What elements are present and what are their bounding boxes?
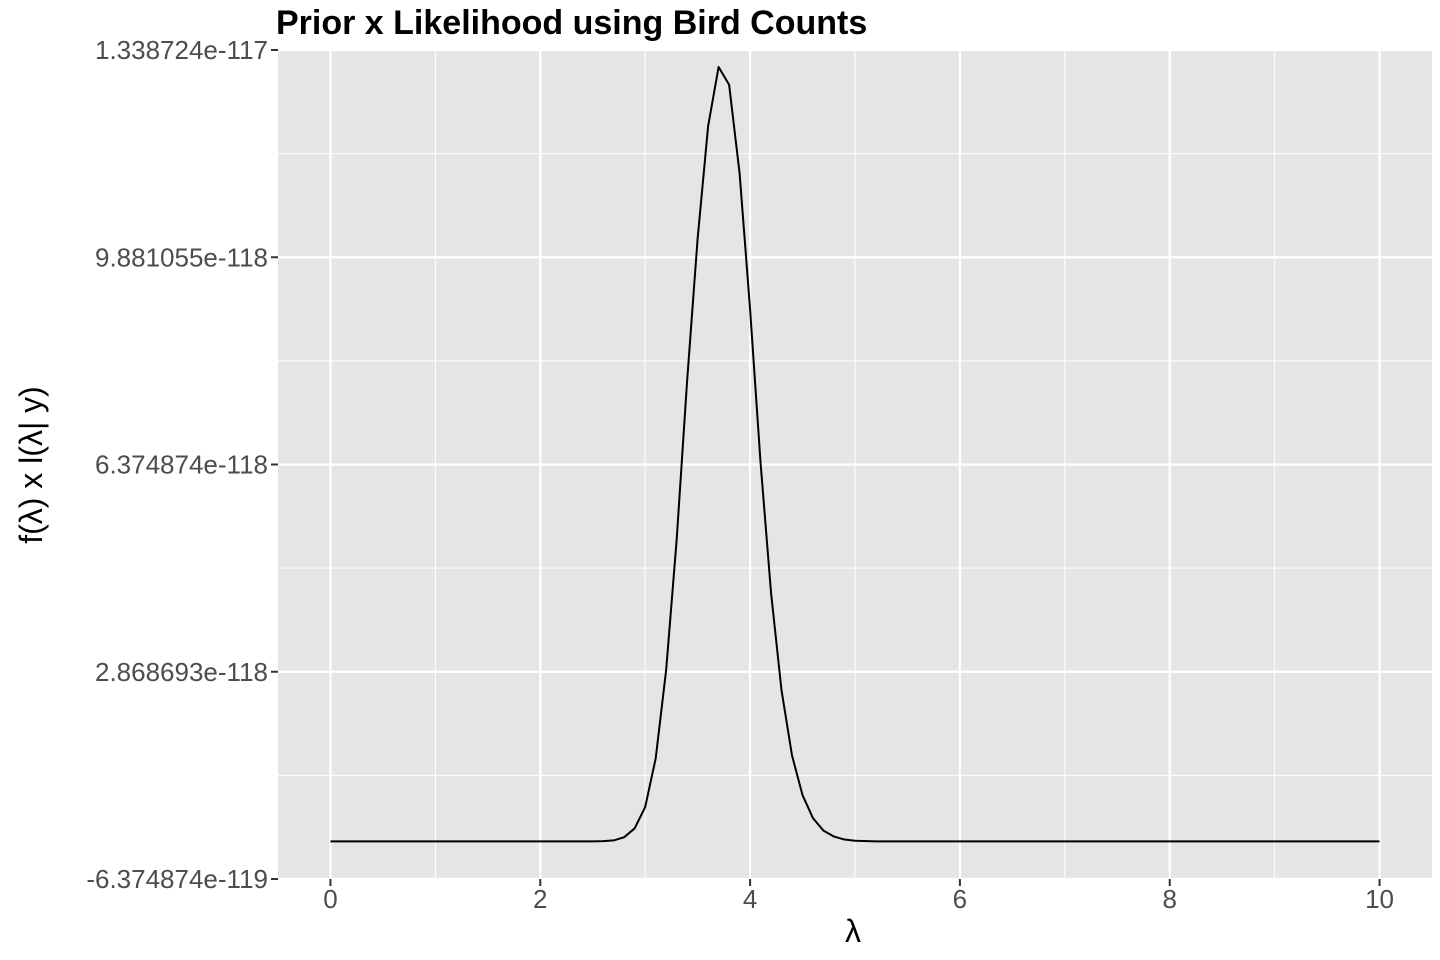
x-axis-title: λ	[845, 913, 861, 949]
x-tick-label: 6	[953, 884, 967, 914]
x-tick-label: 10	[1365, 884, 1394, 914]
y-tick-label: 1.338724e-117	[95, 35, 268, 65]
y-tick-label: -6.374874e-119	[86, 864, 268, 894]
chart-title: Prior x Likelihood using Bird Counts	[276, 4, 867, 42]
grid-major	[278, 48, 1432, 881]
y-tick-label: 9.881055e-118	[95, 242, 268, 272]
series-layer	[330, 65, 1380, 843]
x-tick-label: 4	[743, 884, 757, 914]
x-tick-label: 0	[323, 884, 337, 914]
y-axis-title: f(λ) x l(λ| y)	[13, 386, 49, 544]
x-tick-label: 2	[533, 884, 547, 914]
y-axis: -6.374874e-119 2.868693e-118 6.374874e-118…	[86, 35, 278, 894]
series-line	[330, 65, 1380, 843]
x-tick-label: 8	[1162, 884, 1176, 914]
x-axis: 0 2 4 6 8 10	[323, 879, 1394, 914]
y-tick-label: 2.868693e-118	[95, 657, 268, 687]
y-tick-label: 6.374874e-118	[95, 450, 268, 480]
